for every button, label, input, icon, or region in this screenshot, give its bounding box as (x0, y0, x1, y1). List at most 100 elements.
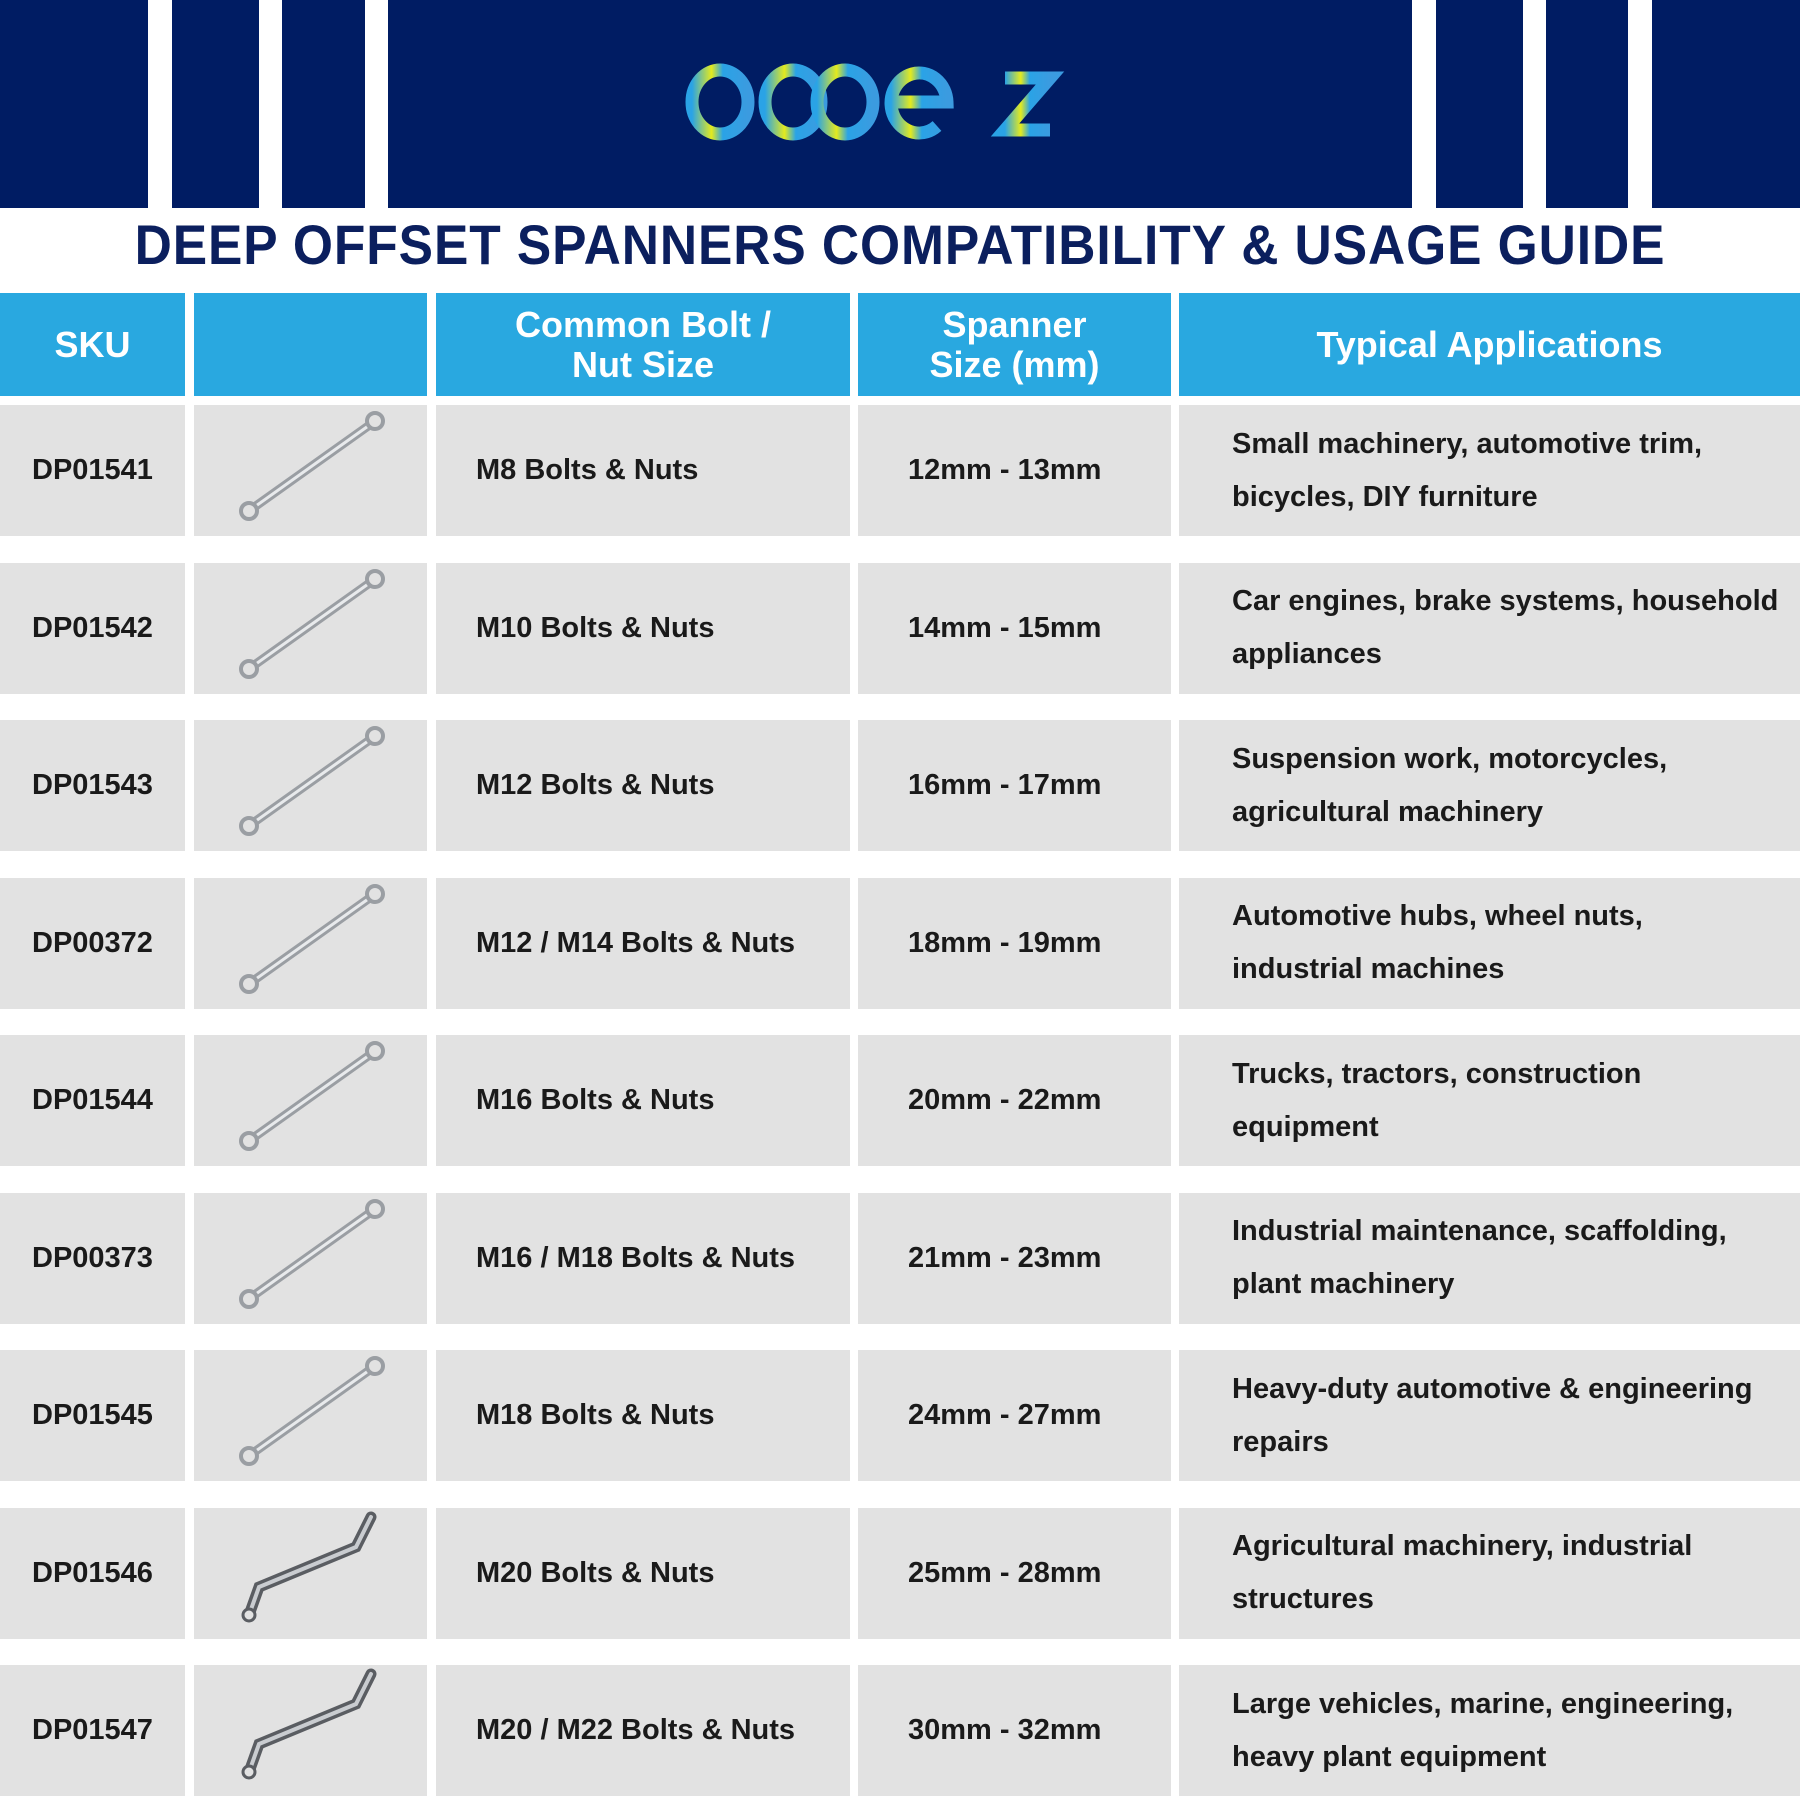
bolt-size-cell-text: M16 / M18 Bolts & Nuts (476, 1241, 796, 1274)
stripe (1412, 0, 1436, 208)
sku-cell: DP01545 (0, 1350, 185, 1481)
bolt-size-cell-text: M16 Bolts & Nuts (476, 1084, 715, 1116)
sku-cell-text: DP01542 (32, 611, 153, 644)
spanner-icon (211, 1034, 411, 1167)
bolt-size-cell: M12 Bolts & Nuts (436, 720, 850, 851)
spanner-size-cell-text: 14mm - 15mm (908, 611, 1102, 644)
spanner-icon (211, 1349, 411, 1482)
spanner-size-cell: 18mm - 19mm (858, 877, 1171, 1009)
sku-cell-text: DP01547 (32, 1714, 153, 1746)
sku-cell: DP00373 (0, 1192, 185, 1324)
spanner-size-cell: 16mm - 17mm (858, 720, 1171, 851)
sku-cell-text: DP01544 (32, 1084, 153, 1116)
spanner-icon (211, 1192, 411, 1325)
applications-cell-text: Industrial maintenance, scaffolding, pla… (1232, 1215, 1727, 1300)
spanner-size-cell: 14mm - 15mm (858, 562, 1171, 694)
bolt-size-cell-text: M12 / M14 Bolts & Nuts (476, 926, 796, 959)
applications-cell-text: Suspension work, motorcycles, agricultur… (1232, 742, 1668, 828)
applications-cell-text: Automotive hubs, wheel nuts, industrial … (1232, 900, 1643, 985)
bolt-size-cell-text: M10 Bolts & Nuts (476, 611, 715, 644)
applications-cell: Car engines, brake systems, household ap… (1179, 562, 1800, 694)
applications-cell: Trucks, tractors, construction equipment (1179, 1035, 1800, 1166)
header-bolt-size: Common Bolt / Nut Size (436, 293, 850, 396)
image-cell (194, 877, 427, 1010)
header-applications: Typical Applications (1179, 293, 1800, 396)
applications-cell: Agricultural machinery, industrial struc… (1179, 1507, 1800, 1639)
bolt-size-cell: M8 Bolts & Nuts (436, 405, 850, 536)
applications-cell-text: Small machinery, automotive trim, bicycl… (1232, 427, 1703, 513)
spanner-size-cell-text: 21mm - 23mm (908, 1241, 1102, 1274)
bolt-size-cell: M16 / M18 Bolts & Nuts (436, 1192, 850, 1324)
sku-cell: DP00372 (0, 877, 185, 1009)
bolt-size-cell-text: M8 Bolts & Nuts (476, 454, 699, 486)
applications-cell-text: Trucks, tractors, construction equipment (1232, 1057, 1642, 1143)
image-cell (194, 405, 427, 536)
applications-cell-text: Large vehicles, marine, engineering, hea… (1232, 1687, 1734, 1773)
image-cell (194, 1035, 427, 1166)
applications-cell: Automotive hubs, wheel nuts, industrial … (1179, 877, 1800, 1009)
image-cell (194, 1192, 427, 1325)
spanner-icon (211, 562, 411, 695)
spanner-size-cell-text: 24mm - 27mm (908, 1399, 1102, 1431)
stripe (1628, 0, 1652, 208)
offset-spanner-icon (211, 1664, 411, 1797)
spanner-size-cell: 24mm - 27mm (858, 1350, 1171, 1481)
image-cell (194, 1665, 427, 1796)
applications-cell-text: Car engines, brake systems, household ap… (1232, 585, 1779, 670)
header-spanner-size: Spanner Size (mm) (858, 293, 1171, 396)
sku-cell: DP01541 (0, 405, 185, 536)
sku-cell: DP01547 (0, 1665, 185, 1796)
spanner-size-cell-text: 20mm - 22mm (908, 1084, 1102, 1116)
bolt-size-cell: M12 / M14 Bolts & Nuts (436, 877, 850, 1009)
sku-cell-text: DP01545 (32, 1399, 153, 1431)
spanner-size-cell: 21mm - 23mm (858, 1192, 1171, 1324)
sku-cell-text: DP00373 (32, 1241, 153, 1274)
applications-cell-text: Agricultural machinery, industrial struc… (1232, 1530, 1693, 1615)
spanner-size-cell-text: 30mm - 32mm (908, 1714, 1102, 1746)
bolt-size-cell: M18 Bolts & Nuts (436, 1350, 850, 1481)
bolt-size-cell-text: M18 Bolts & Nuts (476, 1399, 715, 1431)
stripe (148, 0, 172, 208)
bolt-size-cell: M20 / M22 Bolts & Nuts (436, 1665, 850, 1796)
image-cell (194, 720, 427, 851)
spanner-size-cell: 12mm - 13mm (858, 405, 1171, 536)
spanner-size-cell-text: 25mm - 28mm (908, 1556, 1102, 1589)
brand-banner (0, 0, 1800, 208)
sku-cell-text: DP01541 (32, 454, 153, 486)
header-sku: SKU (0, 293, 185, 396)
sku-cell: DP01542 (0, 562, 185, 694)
stripe (1523, 0, 1546, 208)
sku-cell-text: DP01543 (32, 769, 153, 801)
header-image (194, 293, 427, 396)
spanner-size-cell: 30mm - 32mm (858, 1665, 1171, 1796)
spanner-icon (211, 719, 411, 852)
sku-cell-text: DP01546 (32, 1556, 153, 1589)
offset-spanner-icon (211, 1507, 411, 1640)
applications-cell-text: Heavy-duty automotive & engineering repa… (1232, 1372, 1753, 1458)
bolt-size-cell: M10 Bolts & Nuts (436, 562, 850, 694)
sku-cell-text: DP00372 (32, 926, 153, 959)
applications-cell: Suspension work, motorcycles, agricultur… (1179, 720, 1800, 851)
bolt-size-cell: M16 Bolts & Nuts (436, 1035, 850, 1166)
bolt-size-cell-text: M12 Bolts & Nuts (476, 769, 715, 801)
spanner-size-cell-text: 16mm - 17mm (908, 769, 1102, 801)
image-cell (194, 1350, 427, 1481)
bolt-size-cell: M20 Bolts & Nuts (436, 1507, 850, 1639)
spanner-size-cell: 20mm - 22mm (858, 1035, 1171, 1166)
image-cell (194, 1507, 427, 1640)
spanner-icon (211, 877, 411, 1010)
bolt-size-cell-text: M20 Bolts & Nuts (476, 1556, 715, 1589)
sku-cell: DP01543 (0, 720, 185, 851)
spanner-icon (211, 404, 411, 537)
applications-cell: Large vehicles, marine, engineering, hea… (1179, 1665, 1800, 1796)
sku-cell: DP01544 (0, 1035, 185, 1166)
stripe (365, 0, 388, 208)
spanner-size-cell-text: 12mm - 13mm (908, 454, 1102, 486)
sku-cell: DP01546 (0, 1507, 185, 1639)
page-title: DEEP OFFSET SPANNERS COMPATIBILITY & USA… (134, 213, 1666, 276)
applications-cell: Small machinery, automotive trim, bicycl… (1179, 405, 1800, 536)
applications-cell: Industrial maintenance, scaffolding, pla… (1179, 1192, 1800, 1324)
bolt-size-cell-text: M20 / M22 Bolts & Nuts (476, 1714, 796, 1746)
spanner-size-cell-text: 18mm - 19mm (908, 926, 1102, 959)
image-cell (194, 562, 427, 695)
